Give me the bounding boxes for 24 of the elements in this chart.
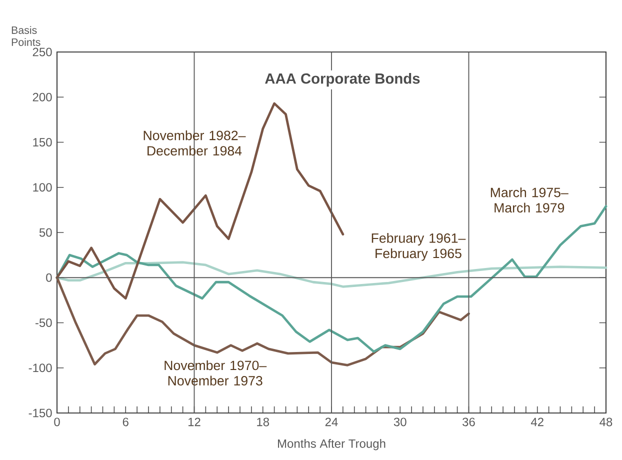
y-tick-label: -150: [28, 408, 52, 418]
y-tick-label: -100: [28, 364, 52, 372]
y-tick-label: 100: [33, 183, 52, 192]
y-tick-label: 250: [32, 48, 52, 56]
x-axis-title: Months After Trough: [278, 439, 386, 450]
series-label: March 1975– March 1979: [490, 187, 568, 213]
x-tick-label: 24: [325, 418, 338, 426]
y-tick-label: 0: [46, 273, 52, 282]
y-tick-label: -50: [35, 318, 52, 327]
series-label: February 1961– February 1965: [372, 233, 466, 261]
text: AAA Corporate Bonds: [265, 72, 420, 87]
x-tick-label: 12: [188, 418, 200, 426]
line-series: [56, 261, 608, 288]
x-tick-label: 48: [600, 418, 612, 426]
x-tick-label: 18: [257, 418, 270, 426]
x-tick-label: 0: [54, 418, 60, 426]
y-axis-title: Basis Points: [12, 26, 40, 46]
x-tick-label: 6: [122, 418, 128, 426]
y-tick-label: 200: [32, 92, 52, 102]
x-tick-label: 36: [462, 418, 475, 426]
x-tick-label: 30: [394, 418, 406, 426]
y-tick-label: 150: [33, 138, 52, 146]
x-tick-label: 42: [530, 418, 544, 426]
y-tick-label: 50: [39, 228, 52, 237]
